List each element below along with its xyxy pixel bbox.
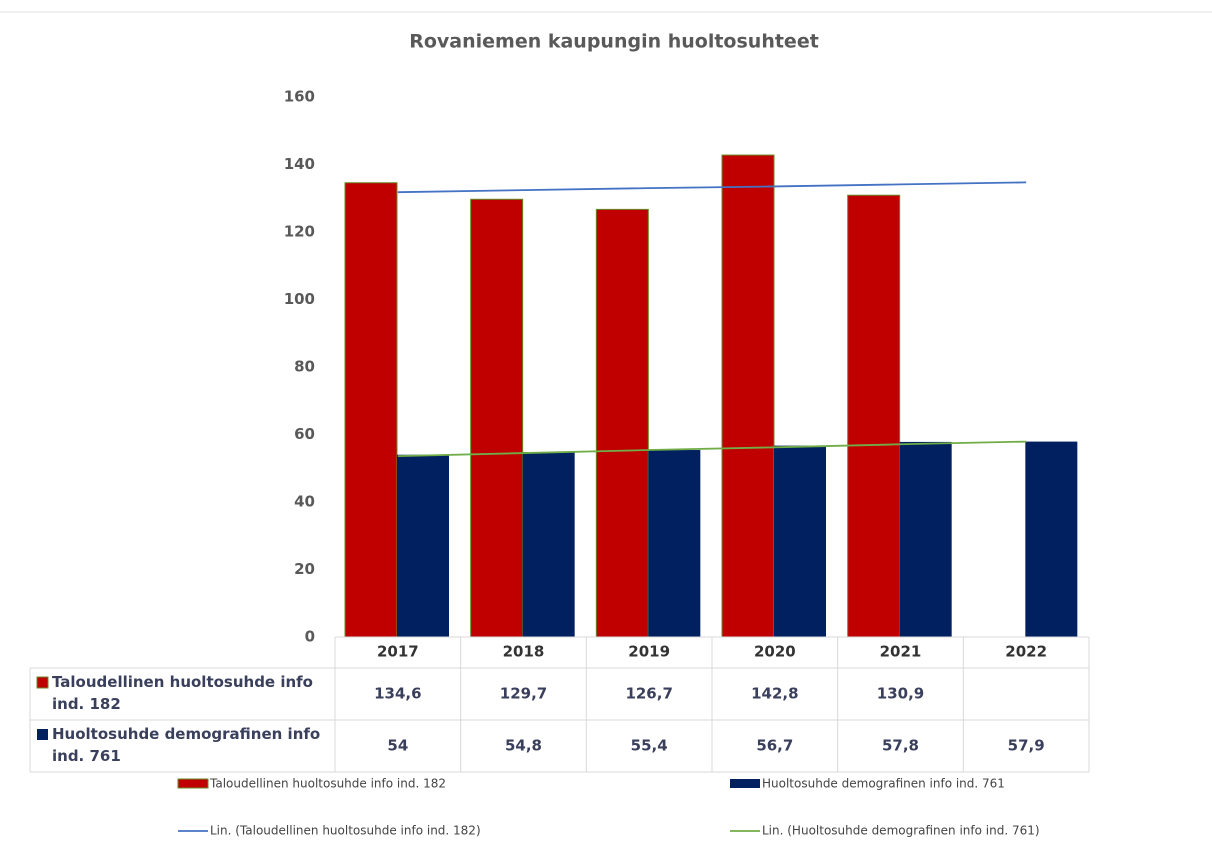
y-tick-label: 20 bbox=[294, 560, 315, 578]
x-tick-label: 2017 bbox=[377, 643, 419, 661]
row-label: Taloudellinen huoltosuhde info ind. 182 bbox=[52, 673, 313, 713]
x-tick-label: 2020 bbox=[754, 643, 796, 661]
y-tick-label: 40 bbox=[294, 493, 315, 511]
data-label: 126,7 bbox=[625, 685, 672, 703]
data-label: 130,9 bbox=[877, 685, 924, 703]
data-label: 55,4 bbox=[631, 737, 668, 755]
legend-label: Lin. (Huoltosuhde demografinen info ind.… bbox=[762, 824, 1040, 838]
y-tick-label: 80 bbox=[294, 358, 315, 376]
y-tick-label: 140 bbox=[284, 155, 315, 173]
bar bbox=[470, 198, 524, 638]
row-label-box: Taloudellinen huoltosuhde info ind. 182 bbox=[52, 673, 313, 713]
y-tick-label: 120 bbox=[284, 223, 315, 241]
x-tick-label: 2022 bbox=[1005, 643, 1047, 661]
row-label: Huoltosuhde demografinen info ind. 761 bbox=[52, 725, 321, 765]
legend-label: Lin. (Taloudellinen huoltosuhde info ind… bbox=[210, 824, 481, 838]
bar bbox=[397, 454, 449, 637]
x-tick-label: 2021 bbox=[880, 643, 922, 661]
data-label: 56,7 bbox=[756, 737, 793, 755]
bar bbox=[899, 441, 952, 637]
bar bbox=[344, 182, 398, 638]
y-tick-label: 100 bbox=[284, 290, 315, 308]
y-tick-label: 60 bbox=[294, 425, 315, 443]
bar bbox=[774, 445, 826, 637]
legend-key bbox=[730, 779, 760, 788]
legend-key bbox=[37, 729, 48, 740]
legend-key bbox=[177, 778, 209, 789]
legend-key bbox=[36, 676, 49, 689]
bar bbox=[595, 208, 649, 638]
data-label: 142,8 bbox=[751, 685, 798, 703]
data-label: 129,7 bbox=[500, 685, 547, 703]
data-label: 57,8 bbox=[882, 737, 919, 755]
trendline bbox=[397, 181, 1027, 194]
legend-label: Huoltosuhde demografinen info ind. 761 bbox=[762, 777, 1005, 791]
bar bbox=[648, 450, 701, 637]
x-tick-label: 2019 bbox=[628, 643, 670, 661]
bar bbox=[721, 154, 775, 638]
data-label: 54,8 bbox=[505, 737, 542, 755]
data-label: 54 bbox=[387, 737, 408, 755]
y-tick-label: 160 bbox=[284, 88, 315, 106]
bar bbox=[1025, 441, 1078, 637]
x-tick-label: 2018 bbox=[503, 643, 545, 661]
trendline bbox=[397, 440, 1027, 457]
y-tick-label: 0 bbox=[305, 628, 315, 646]
legend-label: Taloudellinen huoltosuhde info ind. 182 bbox=[209, 777, 446, 791]
bar bbox=[522, 452, 575, 637]
chart-title: Rovaniemen kaupungin huoltosuhteet bbox=[409, 31, 819, 53]
bar bbox=[847, 194, 901, 638]
row-label-box: Huoltosuhde demografinen info ind. 761 bbox=[52, 725, 321, 765]
data-label: 134,6 bbox=[374, 685, 421, 703]
data-label: 57,9 bbox=[1008, 737, 1045, 755]
